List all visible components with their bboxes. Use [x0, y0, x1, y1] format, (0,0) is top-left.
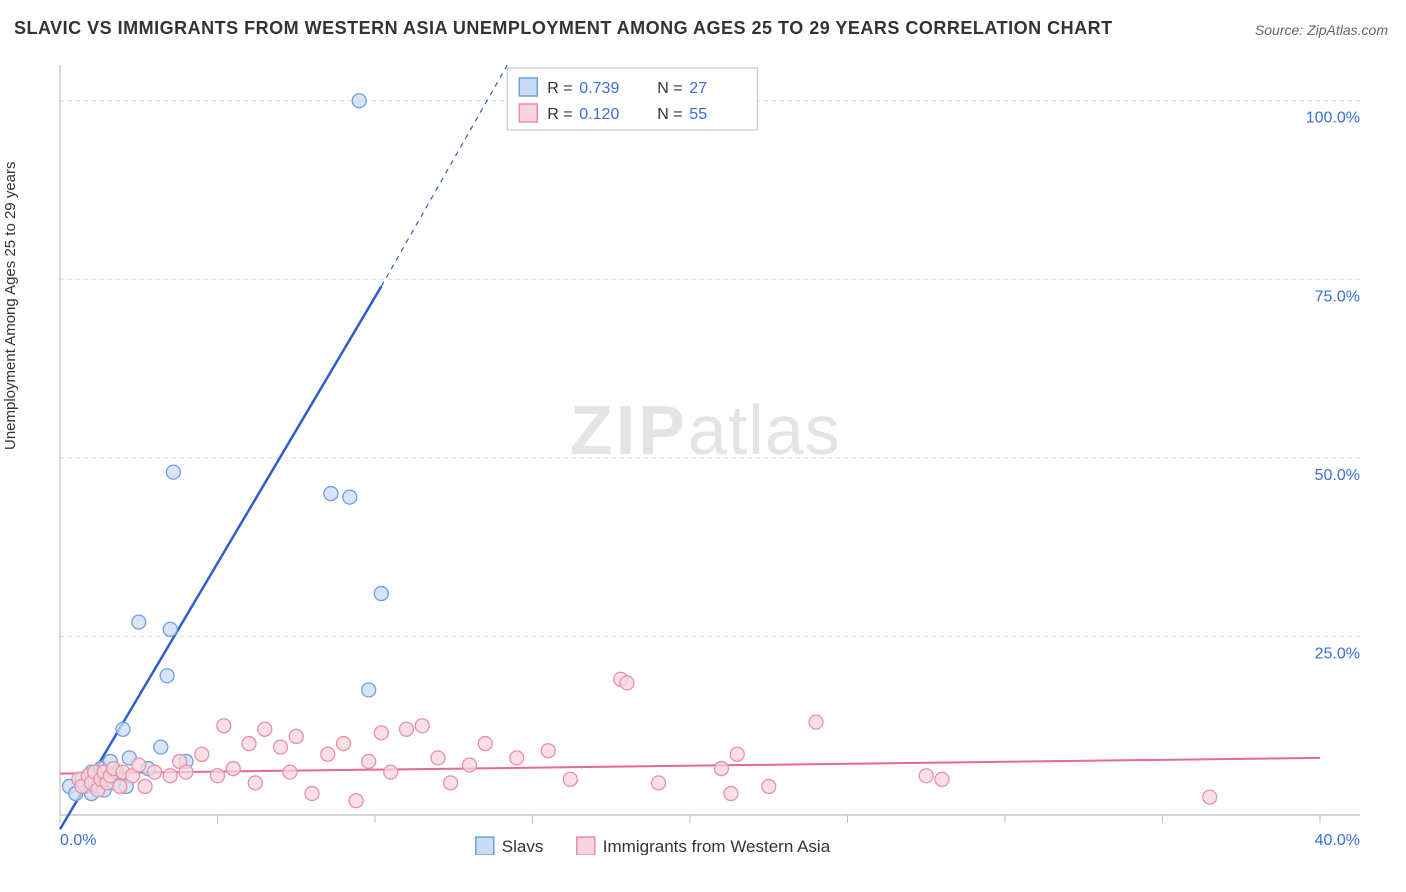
legend-n-value-slavs: 27	[689, 80, 707, 97]
point-immigrants	[652, 776, 666, 790]
point-immigrants	[384, 765, 398, 779]
legend-swatch-slavs	[519, 78, 537, 96]
bottom-swatch-slavs	[476, 837, 494, 855]
bottom-label-immigrants: Immigrants from Western Asia	[603, 837, 831, 855]
point-immigrants	[321, 747, 335, 761]
point-immigrants	[248, 776, 262, 790]
point-immigrants	[620, 676, 634, 690]
point-immigrants	[919, 769, 933, 783]
point-immigrants	[305, 787, 319, 801]
point-immigrants	[541, 744, 555, 758]
point-immigrants	[195, 747, 209, 761]
point-immigrants	[362, 754, 376, 768]
point-immigrants	[431, 751, 445, 765]
trend-line-immigrants	[60, 758, 1320, 774]
point-immigrants	[349, 794, 363, 808]
point-immigrants	[400, 722, 414, 736]
legend-n-value-immigrants: 55	[689, 106, 707, 123]
point-immigrants	[179, 765, 193, 779]
legend-r-label: R =	[547, 106, 572, 123]
chart-title: SLAVIC VS IMMIGRANTS FROM WESTERN ASIA U…	[14, 18, 1113, 39]
legend-n-label: N =	[657, 106, 682, 123]
point-immigrants	[226, 762, 240, 776]
point-immigrants	[444, 776, 458, 790]
x-tick-label: 0.0%	[60, 832, 96, 849]
point-immigrants	[374, 726, 388, 740]
point-immigrants	[113, 779, 127, 793]
bottom-swatch-immigrants	[577, 837, 595, 855]
bottom-label-slavs: Slavs	[502, 837, 544, 855]
point-immigrants	[724, 787, 738, 801]
point-slavs	[374, 587, 388, 601]
point-immigrants	[283, 765, 297, 779]
y-axis-label: Unemployment Among Ages 25 to 29 years	[2, 161, 19, 450]
point-immigrants	[463, 758, 477, 772]
correlation-legend	[507, 68, 757, 130]
point-slavs	[160, 669, 174, 683]
y-tick-label: 25.0%	[1315, 645, 1360, 662]
point-immigrants	[217, 719, 231, 733]
legend-swatch-immigrants	[519, 104, 537, 122]
point-immigrants	[510, 751, 524, 765]
legend-r-label: R =	[547, 80, 572, 97]
point-immigrants	[415, 719, 429, 733]
chart-container: SLAVIC VS IMMIGRANTS FROM WESTERN ASIA U…	[0, 0, 1406, 892]
point-slavs	[116, 722, 130, 736]
point-immigrants	[289, 729, 303, 743]
point-immigrants	[337, 737, 351, 751]
point-slavs	[324, 487, 338, 501]
source-label: Source: ZipAtlas.com	[1255, 22, 1388, 38]
point-immigrants	[935, 772, 949, 786]
point-immigrants	[478, 737, 492, 751]
x-tick-label: 40.0%	[1315, 832, 1360, 849]
trend-line-dash-slavs	[381, 65, 507, 286]
legend-r-value-immigrants: 0.120	[579, 106, 619, 123]
point-immigrants	[809, 715, 823, 729]
point-immigrants	[715, 762, 729, 776]
y-tick-label: 100.0%	[1306, 110, 1360, 127]
point-immigrants	[274, 740, 288, 754]
point-immigrants	[132, 758, 146, 772]
point-immigrants	[1203, 790, 1217, 804]
point-slavs	[343, 490, 357, 504]
trend-line-slavs	[60, 286, 381, 829]
point-slavs	[166, 465, 180, 479]
point-immigrants	[762, 779, 776, 793]
point-slavs	[132, 615, 146, 629]
point-immigrants	[258, 722, 272, 736]
legend-r-value-slavs: 0.739	[579, 80, 619, 97]
y-tick-label: 50.0%	[1315, 467, 1360, 484]
y-tick-label: 75.0%	[1315, 288, 1360, 305]
scatter-chart: 25.0% 50.0% 75.0% 100.0% 0.0% 40.0% R = 0.739 N …	[50, 55, 1370, 855]
point-slavs	[154, 740, 168, 754]
point-immigrants	[563, 772, 577, 786]
legend-n-label: N =	[657, 80, 682, 97]
point-immigrants	[211, 769, 225, 783]
point-immigrants	[730, 747, 744, 761]
point-slavs	[163, 622, 177, 636]
point-slavs	[352, 94, 366, 108]
point-immigrants	[148, 765, 162, 779]
point-immigrants	[138, 779, 152, 793]
point-slavs	[362, 683, 376, 697]
point-immigrants	[242, 737, 256, 751]
point-immigrants	[163, 769, 177, 783]
